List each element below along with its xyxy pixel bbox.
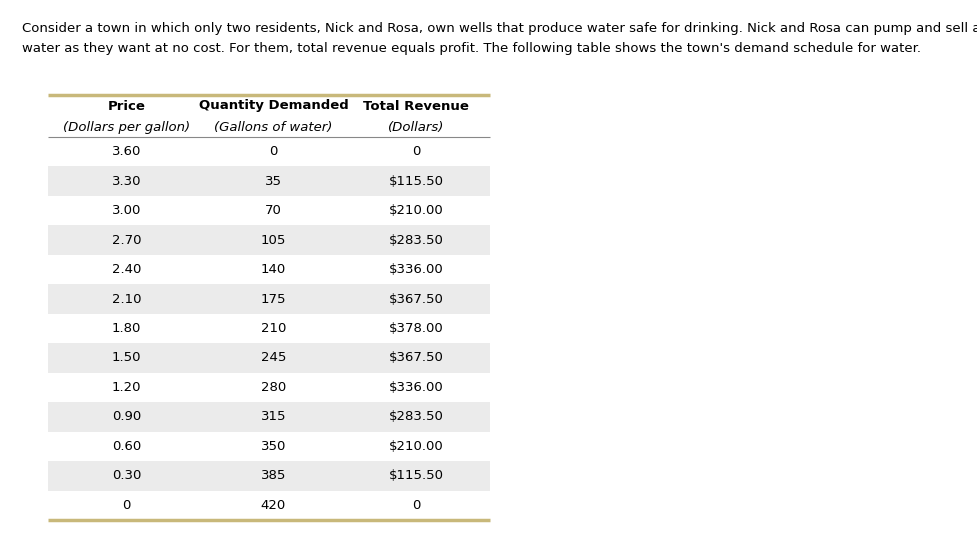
- Text: 0.30: 0.30: [111, 469, 141, 482]
- Text: 2.10: 2.10: [111, 293, 142, 306]
- Text: 1.80: 1.80: [111, 322, 141, 335]
- Text: Price: Price: [107, 100, 146, 112]
- Text: 315: 315: [261, 410, 286, 423]
- Bar: [48, 461, 490, 491]
- Text: 385: 385: [261, 469, 286, 482]
- Text: 105: 105: [261, 233, 286, 246]
- Text: $336.00: $336.00: [389, 263, 444, 276]
- Text: 3.00: 3.00: [111, 204, 141, 217]
- Text: 420: 420: [261, 499, 286, 512]
- Text: 1.50: 1.50: [111, 351, 142, 364]
- Text: 3.60: 3.60: [111, 145, 141, 158]
- Text: 3.30: 3.30: [111, 175, 142, 188]
- Text: 0: 0: [411, 499, 420, 512]
- Text: 350: 350: [261, 440, 286, 453]
- Text: $378.00: $378.00: [389, 322, 444, 335]
- Bar: [48, 343, 490, 373]
- Text: $336.00: $336.00: [389, 381, 444, 394]
- Text: (Dollars per gallon): (Dollars per gallon): [63, 121, 190, 133]
- Text: $210.00: $210.00: [389, 204, 444, 217]
- Text: $283.50: $283.50: [389, 233, 444, 246]
- Text: 70: 70: [265, 204, 281, 217]
- Text: 2.40: 2.40: [111, 263, 141, 276]
- Bar: [48, 284, 490, 314]
- Text: $210.00: $210.00: [389, 440, 444, 453]
- Text: 0: 0: [270, 145, 277, 158]
- Text: (Gallons of water): (Gallons of water): [214, 121, 332, 133]
- Text: 0: 0: [411, 145, 420, 158]
- Text: 280: 280: [261, 381, 286, 394]
- Bar: [48, 402, 490, 431]
- Text: water as they want at no cost. For them, total revenue equals profit. The follow: water as they want at no cost. For them,…: [22, 42, 921, 55]
- Text: 0: 0: [122, 499, 131, 512]
- Text: 35: 35: [265, 175, 282, 188]
- Text: 2.70: 2.70: [111, 233, 142, 246]
- Text: (Dollars): (Dollars): [388, 121, 445, 133]
- Text: 175: 175: [261, 293, 286, 306]
- Bar: [48, 225, 490, 255]
- Text: 245: 245: [261, 351, 286, 364]
- Text: $115.50: $115.50: [389, 175, 444, 188]
- Text: $283.50: $283.50: [389, 410, 444, 423]
- Text: 0.90: 0.90: [111, 410, 141, 423]
- Text: Total Revenue: Total Revenue: [363, 100, 469, 112]
- Text: Consider a town in which only two residents, Nick and Rosa, own wells that produ: Consider a town in which only two reside…: [22, 22, 977, 35]
- Text: $367.50: $367.50: [389, 293, 444, 306]
- Text: 1.20: 1.20: [111, 381, 142, 394]
- Text: 210: 210: [261, 322, 286, 335]
- Bar: [48, 166, 490, 196]
- Text: Quantity Demanded: Quantity Demanded: [198, 100, 348, 112]
- Text: $115.50: $115.50: [389, 469, 444, 482]
- Text: $367.50: $367.50: [389, 351, 444, 364]
- Text: 140: 140: [261, 263, 286, 276]
- Text: 0.60: 0.60: [111, 440, 141, 453]
